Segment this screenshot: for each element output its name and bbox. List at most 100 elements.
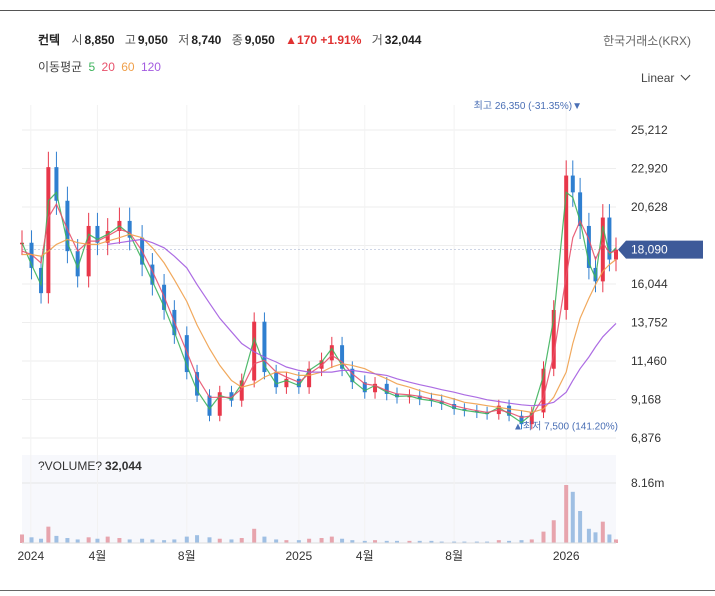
- volume-bar: [127, 539, 132, 543]
- volume-bar: [162, 540, 167, 543]
- volume-bar: [29, 537, 34, 543]
- volume-bar: [507, 540, 512, 543]
- current-price-tag: [618, 240, 703, 259]
- volume-bar: [452, 541, 457, 543]
- volume-y-tick: 8.16m: [631, 476, 664, 490]
- candle-body: [105, 230, 110, 243]
- candle-body: [296, 378, 301, 388]
- candle-body: [29, 242, 34, 268]
- candle-body: [395, 393, 400, 398]
- volume-bar: [439, 541, 444, 543]
- close-label: 종: [231, 33, 243, 47]
- volume-bar: [172, 539, 177, 543]
- volume-bar: [274, 539, 279, 543]
- y-tick-label: 6,876: [631, 431, 661, 445]
- volume-bar: [417, 540, 422, 543]
- candle-body: [229, 392, 234, 401]
- x-tick-label: 4월: [89, 549, 107, 563]
- x-tick-label: 8월: [178, 549, 196, 563]
- volume-bar: [307, 538, 312, 543]
- candle-body: [541, 368, 546, 413]
- volume-value: 32,044: [384, 33, 422, 47]
- volume-bar: [578, 511, 583, 543]
- scale-dropdown[interactable]: Linear: [641, 70, 691, 85]
- candle-body: [319, 360, 324, 369]
- candle-body: [439, 400, 444, 405]
- volume-bar: [551, 520, 556, 543]
- high-value: 9,050: [137, 33, 168, 47]
- current-price-label: 18,090: [631, 243, 668, 257]
- ma-20[interactable]: 20: [101, 60, 115, 74]
- candle-body: [274, 372, 279, 388]
- volume-bar: [39, 538, 44, 543]
- volume-bar: [239, 538, 244, 543]
- ma-120[interactable]: 120: [140, 60, 161, 74]
- candle-body: [570, 175, 575, 193]
- ma-line-ma60: [22, 233, 617, 414]
- volume-bar: [262, 536, 267, 543]
- high-label: 고: [124, 33, 136, 47]
- volume-bar: [207, 537, 212, 543]
- candle-body: [86, 225, 91, 277]
- ma-line-ma20: [21, 202, 617, 419]
- candle-body: [262, 321, 267, 373]
- volume-legend: ?VOLUME? 32,044: [38, 459, 142, 473]
- close-value: 9,050: [244, 33, 275, 47]
- candle-body: [586, 225, 591, 268]
- ma-5[interactable]: 5: [88, 60, 96, 74]
- candle-body: [362, 382, 367, 393]
- x-tick-label: 4월: [356, 549, 374, 563]
- candle-body: [452, 404, 457, 410]
- candle-body: [65, 200, 70, 252]
- candle-body: [340, 345, 345, 369]
- volume-bar: [54, 535, 59, 543]
- volume-bar: [593, 532, 598, 543]
- scale-value: Linear: [641, 71, 675, 85]
- x-tick-label: 2024: [17, 549, 44, 563]
- candle-body: [350, 368, 355, 383]
- volume-bar: [217, 538, 222, 543]
- exchange-label: 한국거래소(KRX): [603, 34, 691, 48]
- open-label: 시: [71, 33, 83, 47]
- candle-body: [195, 372, 200, 396]
- volume-bar: [86, 537, 91, 543]
- candle-body: [429, 398, 434, 401]
- y-tick-label: 20,628: [631, 200, 668, 214]
- volume-bar: [407, 540, 412, 543]
- candle-body: [217, 392, 222, 416]
- ma-line-ma5: [21, 191, 617, 424]
- candle-body: [207, 395, 212, 416]
- candle-body: [384, 383, 389, 394]
- volume-series-label: ?VOLUME?: [38, 459, 103, 473]
- volume-panel: [22, 455, 616, 543]
- ma-label: 이동평균: [38, 60, 83, 74]
- ma-60[interactable]: 60: [121, 60, 135, 74]
- volume-bar: [46, 526, 51, 543]
- volume-bar: [195, 535, 200, 543]
- volume-bar: [75, 539, 80, 543]
- volume-bar: [496, 540, 501, 543]
- volume-bar: [614, 539, 618, 543]
- top-divider: [0, 10, 715, 11]
- min-price-annotation: ▲최저 7,500 (141.20%): [513, 421, 618, 433]
- candle-body: [529, 412, 534, 425]
- volume-bar: [184, 536, 189, 543]
- x-tick-label: 2026: [553, 549, 580, 563]
- x-tick-label: 2025: [286, 549, 313, 563]
- volume-bar: [95, 538, 100, 543]
- volume-bar: [600, 521, 605, 543]
- candle-body: [75, 251, 80, 277]
- volume-bar: [362, 540, 367, 543]
- volume-bar: [20, 534, 24, 543]
- moving-average-legend: 이동평균 5 20 60 120: [38, 58, 161, 75]
- change-value: ▲170 +1.91%: [285, 33, 362, 47]
- quote-header: 컨텍 시 8,850 고 9,050 저 8,740 종 9,050 ▲170 +1.9…: [38, 31, 428, 48]
- candle-body: [614, 249, 618, 260]
- max-price-annotation: 최고 26,350 (-31.35%)▼: [474, 100, 582, 112]
- candle-body: [373, 383, 378, 393]
- low-value: 8,740: [191, 33, 222, 47]
- volume-bar: [529, 539, 534, 543]
- volume-bar: [373, 540, 378, 543]
- volume-bar: [564, 485, 569, 543]
